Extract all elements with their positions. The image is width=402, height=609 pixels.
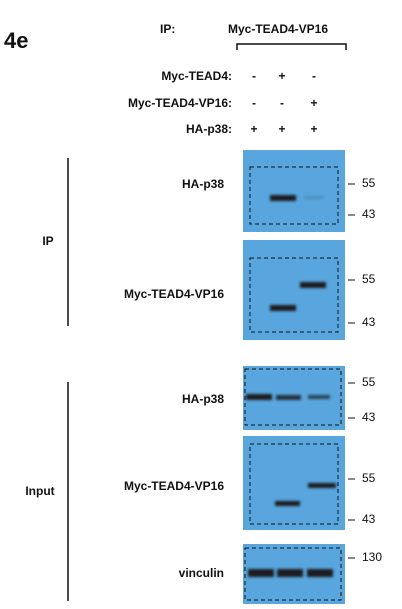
bracket	[237, 44, 346, 50]
condition-label: Myc-TEAD4-VP16:	[128, 96, 232, 110]
band	[277, 569, 303, 577]
group-label: IP	[42, 234, 53, 248]
panel-label: HA-p38	[182, 392, 224, 406]
lane-sign: +	[250, 122, 257, 136]
panel-label: HA-p38	[182, 177, 224, 191]
marker: 130	[362, 550, 382, 564]
panel-label: Myc-TEAD4-VP16	[124, 479, 224, 493]
marker: 43	[362, 207, 376, 221]
figure: 4e IP: Myc-TEAD4-VP16 Myc-TEAD4: - + - M…	[0, 0, 402, 609]
band	[300, 282, 326, 288]
figure-label: 4e	[4, 28, 28, 53]
band	[308, 483, 336, 488]
marker: 43	[362, 410, 376, 424]
marker: 55	[362, 176, 376, 190]
ip-label: IP:	[160, 22, 175, 36]
marker: 43	[362, 315, 376, 329]
blot	[243, 240, 345, 340]
panel-label: Myc-TEAD4-VP16	[124, 287, 224, 301]
lane-sign: -	[280, 96, 284, 110]
lane-sign: -	[252, 96, 256, 110]
band	[270, 195, 296, 201]
lane-sign: +	[278, 122, 285, 136]
ip-target: Myc-TEAD4-VP16	[228, 22, 328, 36]
band	[307, 569, 333, 577]
lane-sign: -	[252, 69, 256, 83]
marker: 55	[362, 375, 376, 389]
lane-sign: +	[310, 122, 317, 136]
band	[308, 395, 330, 399]
lane-sign: +	[310, 96, 317, 110]
band	[270, 305, 296, 311]
band	[248, 569, 274, 577]
lane-sign: -	[312, 69, 316, 83]
group-label: Input	[25, 484, 54, 498]
lane-sign: +	[278, 69, 285, 83]
band	[246, 394, 272, 400]
marker: 55	[362, 471, 376, 485]
band	[275, 501, 300, 506]
marker: 55	[362, 272, 376, 286]
panel-label: vinculin	[179, 566, 224, 580]
band	[304, 196, 324, 199]
blot	[243, 150, 345, 232]
marker: 43	[362, 512, 376, 526]
band	[276, 395, 301, 400]
condition-label: Myc-TEAD4:	[161, 69, 232, 83]
condition-label: HA-p38:	[186, 122, 232, 136]
